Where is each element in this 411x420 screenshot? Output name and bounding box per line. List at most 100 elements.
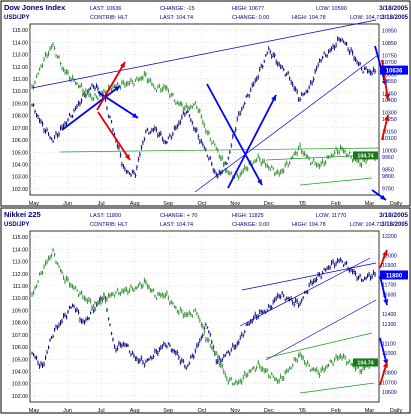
arrow-blue xyxy=(61,85,121,131)
trendline-green xyxy=(59,147,381,153)
left-axis-tick-label: 104.00 xyxy=(12,369,28,375)
header-high: HIGH: 10677 xyxy=(232,6,264,12)
right-axis-tick-label: 12000 xyxy=(382,253,397,259)
subheader-low: LOW: 104.71 xyxy=(350,15,382,21)
x-tick-label: Jun xyxy=(63,201,72,207)
x-tick-label: Sep xyxy=(163,408,173,414)
arrow-blue xyxy=(227,94,277,189)
right-axis-tick-label: 10150 xyxy=(382,130,397,136)
trendline-blue xyxy=(265,299,377,361)
right-axis-tick-label: 10550 xyxy=(382,79,397,85)
x-tick-label: May xyxy=(29,408,40,414)
right-axis-tick-label: 10600 xyxy=(382,73,397,79)
x-tick-label: Dec xyxy=(264,201,274,207)
series-layer xyxy=(31,247,377,386)
x-tick-label: Nov xyxy=(230,201,240,207)
right-axis-tick-label: 10850 xyxy=(382,41,397,47)
header-change: CHANGE: + 70 xyxy=(160,213,197,219)
trendline-blue xyxy=(239,257,371,327)
left-axis-tick-label: 115.00 xyxy=(12,235,28,241)
right-axis-tick-label: 10000 xyxy=(382,149,397,155)
right-axis-tick-label: 10400 xyxy=(382,98,397,104)
left-axis-tick-label: 105.00 xyxy=(12,357,28,363)
fx-value-box xyxy=(353,151,378,160)
x-tick-label: Sep xyxy=(163,201,173,207)
chart-subtitle: USD/JPY xyxy=(4,15,30,21)
trendline-blue xyxy=(194,54,379,193)
right-axis-tick-label: 11300 xyxy=(382,322,396,328)
left-axis-tick-label: 111.00 xyxy=(13,284,28,290)
arrow-red xyxy=(97,111,131,161)
left-axis-tick-label: 104.00 xyxy=(12,162,28,168)
x-tick-label: Mar xyxy=(365,408,375,414)
right-axis-tick-label: 10100 xyxy=(382,136,397,142)
right-axis-tick-label: 11400 xyxy=(382,312,396,318)
right-axis-tick-label: 9700 xyxy=(382,187,394,193)
chart-title: Dow Jones Index xyxy=(4,3,66,12)
left-axis-tick-label: 114.00 xyxy=(12,247,28,253)
left-axis-tick-label: 107.00 xyxy=(12,126,28,132)
right-axis-tick-label: 10700 xyxy=(382,60,397,66)
x-tick-label: Daily xyxy=(390,201,402,207)
arrow-red xyxy=(96,61,126,111)
left-axis-tick-label: 115.00 xyxy=(12,28,28,34)
x-tick-label: '05 xyxy=(299,408,306,414)
x-tick-label: Jul xyxy=(98,408,105,414)
left-axis-tick-label: 110.00 xyxy=(12,89,28,95)
last-value-label: 10636 xyxy=(386,69,403,75)
x-tick-label: Aug xyxy=(130,408,140,414)
arrow-blue-head xyxy=(383,299,389,305)
left-axis-tick-label: 106.00 xyxy=(12,138,28,144)
arrow-red-head xyxy=(382,250,388,256)
arrow-blue xyxy=(206,83,263,186)
arrow-red-head xyxy=(124,154,130,160)
left-axis-tick-label: 114.00 xyxy=(12,40,28,46)
subheader-last: LAST: 104.74 xyxy=(160,222,193,228)
x-tick-label: Aug xyxy=(130,201,140,207)
arrow-blue-head xyxy=(271,95,276,101)
left-axis-tick-label: 105.00 xyxy=(12,150,28,156)
arrow-blue-head xyxy=(257,179,262,185)
left-axis-tick-label: 112.00 xyxy=(12,65,28,71)
left-axis-tick-label: 113.00 xyxy=(12,53,28,59)
left-axis-tick-label: 102.00 xyxy=(12,187,28,193)
header-low: LOW: 11770 xyxy=(316,213,346,219)
chart-date: 3/18/2005 xyxy=(379,5,408,12)
left-axis-tick-label: 109.00 xyxy=(12,308,28,314)
arrow-blue-head xyxy=(132,112,138,118)
trendline-blue xyxy=(31,19,377,89)
right-axis-tick-label: 10700 xyxy=(382,380,397,386)
x-tick-label: Mar xyxy=(365,201,375,207)
right-axis-tick-label: 11600 xyxy=(382,293,396,299)
left-axis-tick-label: 110.00 xyxy=(12,296,28,302)
last-value-box xyxy=(380,65,408,75)
header-last: LAST: 11800 xyxy=(90,213,121,219)
last-value-box xyxy=(380,270,408,280)
right-axis-tick-label: 9850 xyxy=(382,168,394,174)
trendline-green xyxy=(265,332,373,359)
left-axis-tick-label: 107.00 xyxy=(12,333,28,339)
x-tick-label: Nov xyxy=(230,408,240,414)
left-axis-tick-label: 103.00 xyxy=(12,382,28,388)
subtitle-date: 3/18/2005 xyxy=(381,222,408,228)
trendline-green xyxy=(299,177,373,186)
right-axis-tick-label: 10800 xyxy=(382,371,397,377)
right-axis-tick-label: 10300 xyxy=(382,111,397,117)
x-tick-label: Jul xyxy=(98,201,105,207)
trendline-green xyxy=(299,382,375,394)
left-axis-tick-label: 102.00 xyxy=(12,394,28,400)
arrow-red-head xyxy=(384,115,390,121)
x-tick-label: Oct xyxy=(197,201,206,207)
header-high: HIGH: 11825 xyxy=(232,213,264,219)
series-layer xyxy=(31,36,377,181)
right-axis-tick-label: 10250 xyxy=(382,117,397,123)
left-axis-tick-label: 108.00 xyxy=(12,114,28,120)
x-tick-label: Feb xyxy=(331,408,340,414)
x-tick-label: Daily xyxy=(390,408,402,414)
chart-panel-1: Dow Jones Index LAST: 10636 CHANGE: -15 HIG… xyxy=(0,0,411,207)
subheader-high: HIGH: 104.78 xyxy=(292,15,326,21)
right-axis-tick-label: 11700 xyxy=(382,283,396,289)
chart-date: 3/18/2005 xyxy=(379,212,408,219)
